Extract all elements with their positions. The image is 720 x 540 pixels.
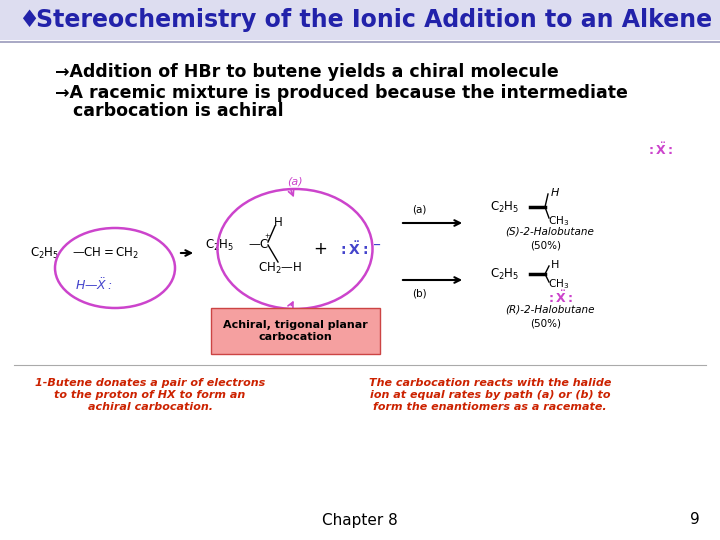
Text: (a): (a) (412, 205, 426, 215)
Text: $\mathregular{:\ddot{X}:^-}$: $\mathregular{:\ddot{X}:^-}$ (338, 240, 382, 258)
Text: Achiral, trigonal planar
carbocation: Achiral, trigonal planar carbocation (222, 320, 367, 342)
Text: $\mathregular{H}$: $\mathregular{H}$ (550, 258, 559, 270)
Text: $\mathregular{:\ddot{X}:}$: $\mathregular{:\ddot{X}:}$ (647, 142, 674, 158)
Text: $\mathregular{H}$: $\mathregular{H}$ (273, 215, 283, 228)
Text: (R)-2-Halobutane: (R)-2-Halobutane (505, 304, 595, 314)
FancyBboxPatch shape (211, 308, 380, 354)
Text: →Addition of HBr to butene yields a chiral molecule: →Addition of HBr to butene yields a chir… (55, 63, 559, 81)
Text: $\mathregular{CH_2—H}$: $\mathregular{CH_2—H}$ (258, 260, 302, 275)
Text: (b): (b) (287, 311, 303, 321)
Text: $\mathregular{C_2H_5}$: $\mathregular{C_2H_5}$ (490, 199, 519, 214)
Text: $\mathregular{CH_3}$: $\mathregular{CH_3}$ (548, 214, 570, 228)
Text: The carbocation reacts with the halide
ion at equal rates by path (a) or (b) to
: The carbocation reacts with the halide i… (369, 379, 611, 411)
Text: (50%): (50%) (530, 241, 561, 251)
Text: ♦: ♦ (18, 8, 39, 32)
Text: $\mathregular{H}$: $\mathregular{H}$ (550, 186, 560, 198)
Text: $\mathregular{:\ddot{X}:}$: $\mathregular{:\ddot{X}:}$ (546, 290, 574, 306)
Text: $\mathregular{^+}$: $\mathregular{^+}$ (263, 233, 271, 243)
Text: $\mathregular{—C}$: $\mathregular{—C}$ (248, 239, 269, 252)
Text: 9: 9 (690, 512, 700, 528)
Text: $\mathregular{H—\ddot{X}:}$: $\mathregular{H—\ddot{X}:}$ (75, 277, 113, 293)
Text: Chapter 8: Chapter 8 (322, 512, 398, 528)
Text: →A racemic mixture is produced because the intermediate: →A racemic mixture is produced because t… (55, 84, 628, 102)
Text: carbocation is achiral: carbocation is achiral (55, 102, 284, 120)
Text: $\mathregular{CH_3}$: $\mathregular{CH_3}$ (548, 277, 570, 291)
Text: $\mathregular{—CH=CH_2}$: $\mathregular{—CH=CH_2}$ (72, 246, 139, 261)
Bar (0, 0, 720, 40)
Text: (S)-2-Halobutane: (S)-2-Halobutane (505, 227, 594, 237)
Text: (a): (a) (287, 177, 303, 187)
Text: +: + (313, 240, 327, 258)
Text: $\mathregular{C_2H_5}$: $\mathregular{C_2H_5}$ (490, 266, 519, 281)
Text: Stereochemistry of the Ionic Addition to an Alkene: Stereochemistry of the Ionic Addition to… (36, 8, 712, 32)
Text: (50%): (50%) (530, 319, 561, 329)
Text: $\mathregular{C_2H_5}$: $\mathregular{C_2H_5}$ (205, 238, 235, 253)
Text: $\mathregular{C_2H_5}$: $\mathregular{C_2H_5}$ (30, 246, 59, 261)
Text: (b): (b) (412, 288, 427, 298)
Text: 1-Butene donates a pair of electrons
to the proton of HX to form an
achiral carb: 1-Butene donates a pair of electrons to … (35, 379, 265, 411)
